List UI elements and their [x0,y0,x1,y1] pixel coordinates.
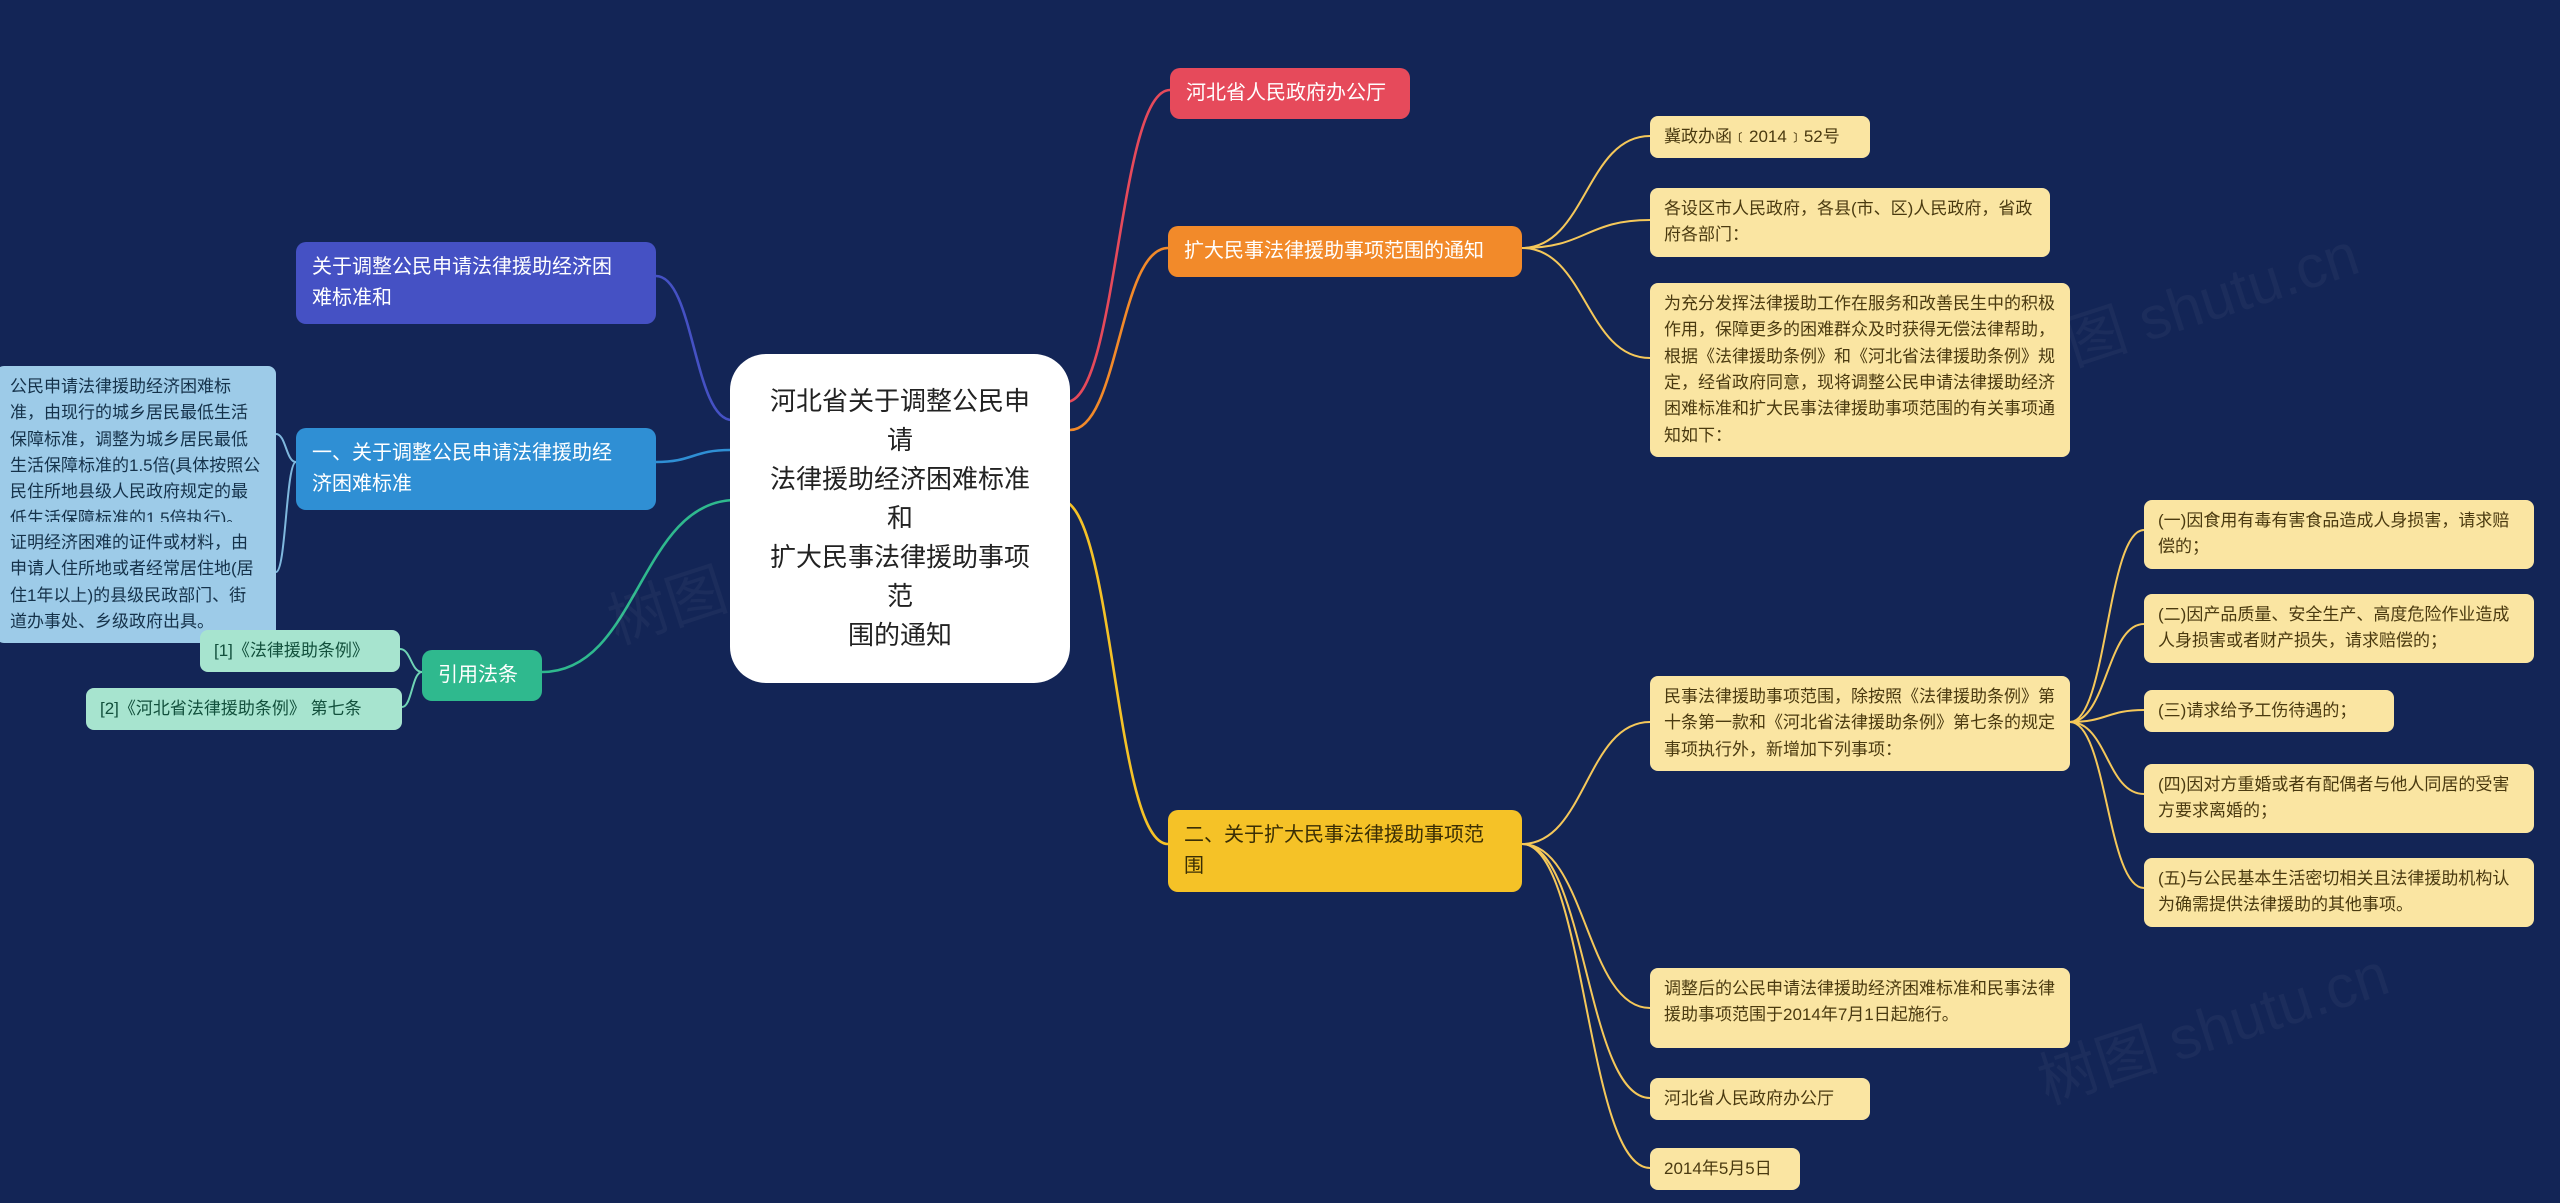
leaf-b2-0-3: (四)因对方重婚或者有配偶者与他人同居的受害方要求离婚的； [2144,764,2534,833]
watermark: 树图 shutu.cn [2025,926,2398,1121]
branch-b2: 二、关于扩大民事法律援助事项范围 [1168,810,1522,892]
leaf-b5-1: [2]《河北省法律援助条例》 第七条 [86,688,402,730]
branch-b5: 引用法条 [422,650,542,701]
leaf-b2-3: 2014年5月5日 [1650,1148,1800,1190]
leaf-b5-0: [1]《法律援助条例》 [200,630,400,672]
branch-b1: 扩大民事法律援助事项范围的通知 [1168,226,1522,277]
leaf-b2-0-0: (一)因食用有毒有害食品造成人身损害，请求赔偿的； [2144,500,2534,569]
root-node: 河北省关于调整公民申请法律援助经济困难标准和扩大民事法律援助事项范围的通知 [730,354,1070,683]
leaf-b2-2: 河北省人民政府办公厅 [1650,1078,1870,1120]
leaf-b2-0-1: (二)因产品质量、安全生产、高度危险作业造成人身损害或者财产损失，请求赔偿的； [2144,594,2534,663]
leaf-b2-0-4: (五)与公民基本生活密切相关且法律援助机构认为确需提供法律援助的其他事项。 [2144,858,2534,927]
leaf-b4-0: 公民申请法律援助经济困难标准，由现行的城乡居民最低生活保障标准，调整为城乡居民最… [0,366,276,540]
leaf-b2-0: 民事法律援助事项范围，除按照《法律援助条例》第十条第一款和《河北省法律援助条例》… [1650,676,2070,771]
leaf-b2-1: 调整后的公民申请法律援助经济困难标准和民事法律援助事项范围于2014年7月1日起… [1650,968,2070,1048]
leaf-b1-0: 冀政办函﹝2014﹞52号 [1650,116,1870,158]
leaf-b1-2: 为充分发挥法律援助工作在服务和改善民生中的积极作用，保障更多的困难群众及时获得无… [1650,283,2070,457]
branch-b0: 河北省人民政府办公厅 [1170,68,1410,119]
leaf-b1-1: 各设区市人民政府，各县(市、区)人民政府，省政府各部门： [1650,188,2050,257]
leaf-b4-1: 证明经济困难的证件或材料，由申请人住所地或者经常居住地(居住1年以上)的县级民政… [0,522,276,643]
branch-b3: 关于调整公民申请法律援助经济困难标准和 [296,242,656,324]
branch-b4: 一、关于调整公民申请法律援助经济困难标准 [296,428,656,510]
leaf-b2-0-2: (三)请求给予工伤待遇的； [2144,690,2394,732]
